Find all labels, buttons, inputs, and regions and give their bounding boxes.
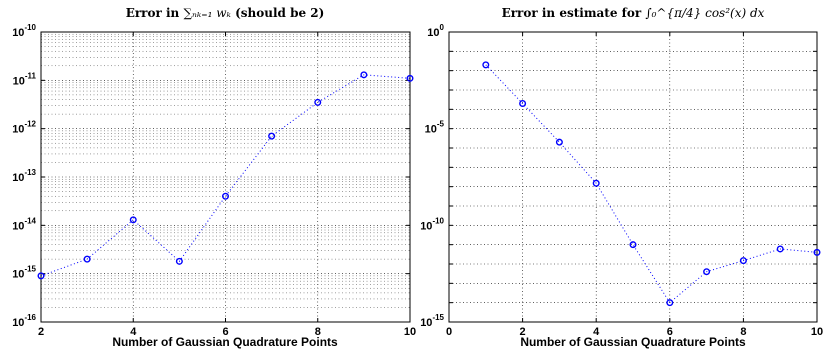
- right-x-tick-label: 8: [740, 326, 746, 338]
- right-data-point: [629, 241, 637, 249]
- left-chart: 2 4 6 8 10 10-16 10-15 10-14 10-13 10-12 10-11 10-1…: [12, 6, 416, 349]
- right-x-axis-label: Number of Gaussian Quadrature Points: [520, 335, 746, 349]
- left-data-point: [83, 255, 91, 263]
- left-y-tick-label: 10-14: [12, 216, 36, 232]
- left-y-tick-label: 10-11: [13, 71, 37, 87]
- left-chart-title: Error in ∑ₙₖ₌₁ wₖ (should be 2): [126, 6, 325, 20]
- left-x-tick-label: 4: [130, 326, 137, 338]
- right-series: [482, 61, 821, 307]
- left-x-tick-label: 2: [38, 326, 44, 338]
- right-data-point: [519, 100, 527, 108]
- right-data-point: [482, 61, 490, 69]
- right-axes-box: [448, 31, 818, 323]
- left-y-tick-label: 10-15: [12, 265, 36, 281]
- left-data-point: [37, 272, 45, 280]
- right-y-tick-label: 10-15: [420, 313, 444, 329]
- right-data-point: [739, 257, 747, 265]
- left-data-point: [221, 192, 229, 200]
- right-chart: 0 2 4 6 8 10 10-15 10-10 10-5 100 Error in estima…: [420, 6, 823, 349]
- left-ticks: 2 4 6 8 10 10-16 10-15 10-14 10-13 10-12 10-11 10-1…: [12, 23, 416, 338]
- right-x-tick-label: 0: [446, 326, 452, 338]
- right-y-tick-label: 10-5: [425, 120, 445, 136]
- right-data-point: [813, 248, 821, 256]
- right-y-tick-label: 10-10: [420, 216, 444, 232]
- left-data-point: [268, 132, 276, 140]
- left-data-point: [175, 257, 183, 265]
- right-x-tick-label: 6: [667, 326, 673, 338]
- left-data-point: [360, 71, 368, 79]
- left-y-tick-label: 10-10: [12, 23, 36, 39]
- right-data-point: [776, 245, 784, 253]
- right-y-tick-label: 100: [427, 23, 444, 39]
- right-x-tick-label: 10: [811, 326, 823, 338]
- left-data-point: [129, 216, 137, 224]
- left-y-tick-label: 10-16: [12, 313, 36, 329]
- left-y-tick-label: 10-12: [12, 120, 36, 136]
- right-ticks: 0 2 4 6 8 10 10-15 10-10 10-5 100: [420, 23, 823, 338]
- left-x-axis-label: Number of Gaussian Quadrature Points: [112, 335, 338, 349]
- left-series-line: [40, 74, 411, 277]
- left-series: [37, 71, 414, 280]
- right-data-point: [666, 299, 674, 307]
- left-y-tick-label: 10-13: [12, 168, 36, 184]
- right-data-point: [703, 268, 711, 276]
- left-data-point: [406, 74, 414, 82]
- left-x-tick-label: 8: [315, 326, 321, 338]
- right-x-tick-label: 2: [520, 326, 526, 338]
- right-chart-title: Error in estimate for ∫₀^{π/4} cos²(x) d…: [502, 6, 765, 20]
- right-data-point: [592, 179, 600, 187]
- right-data-point: [555, 138, 563, 146]
- left-data-point: [314, 98, 322, 106]
- left-x-tick-label: 10: [404, 326, 416, 338]
- right-x-tick-label: 4: [593, 326, 600, 338]
- left-x-tick-label: 6: [222, 326, 228, 338]
